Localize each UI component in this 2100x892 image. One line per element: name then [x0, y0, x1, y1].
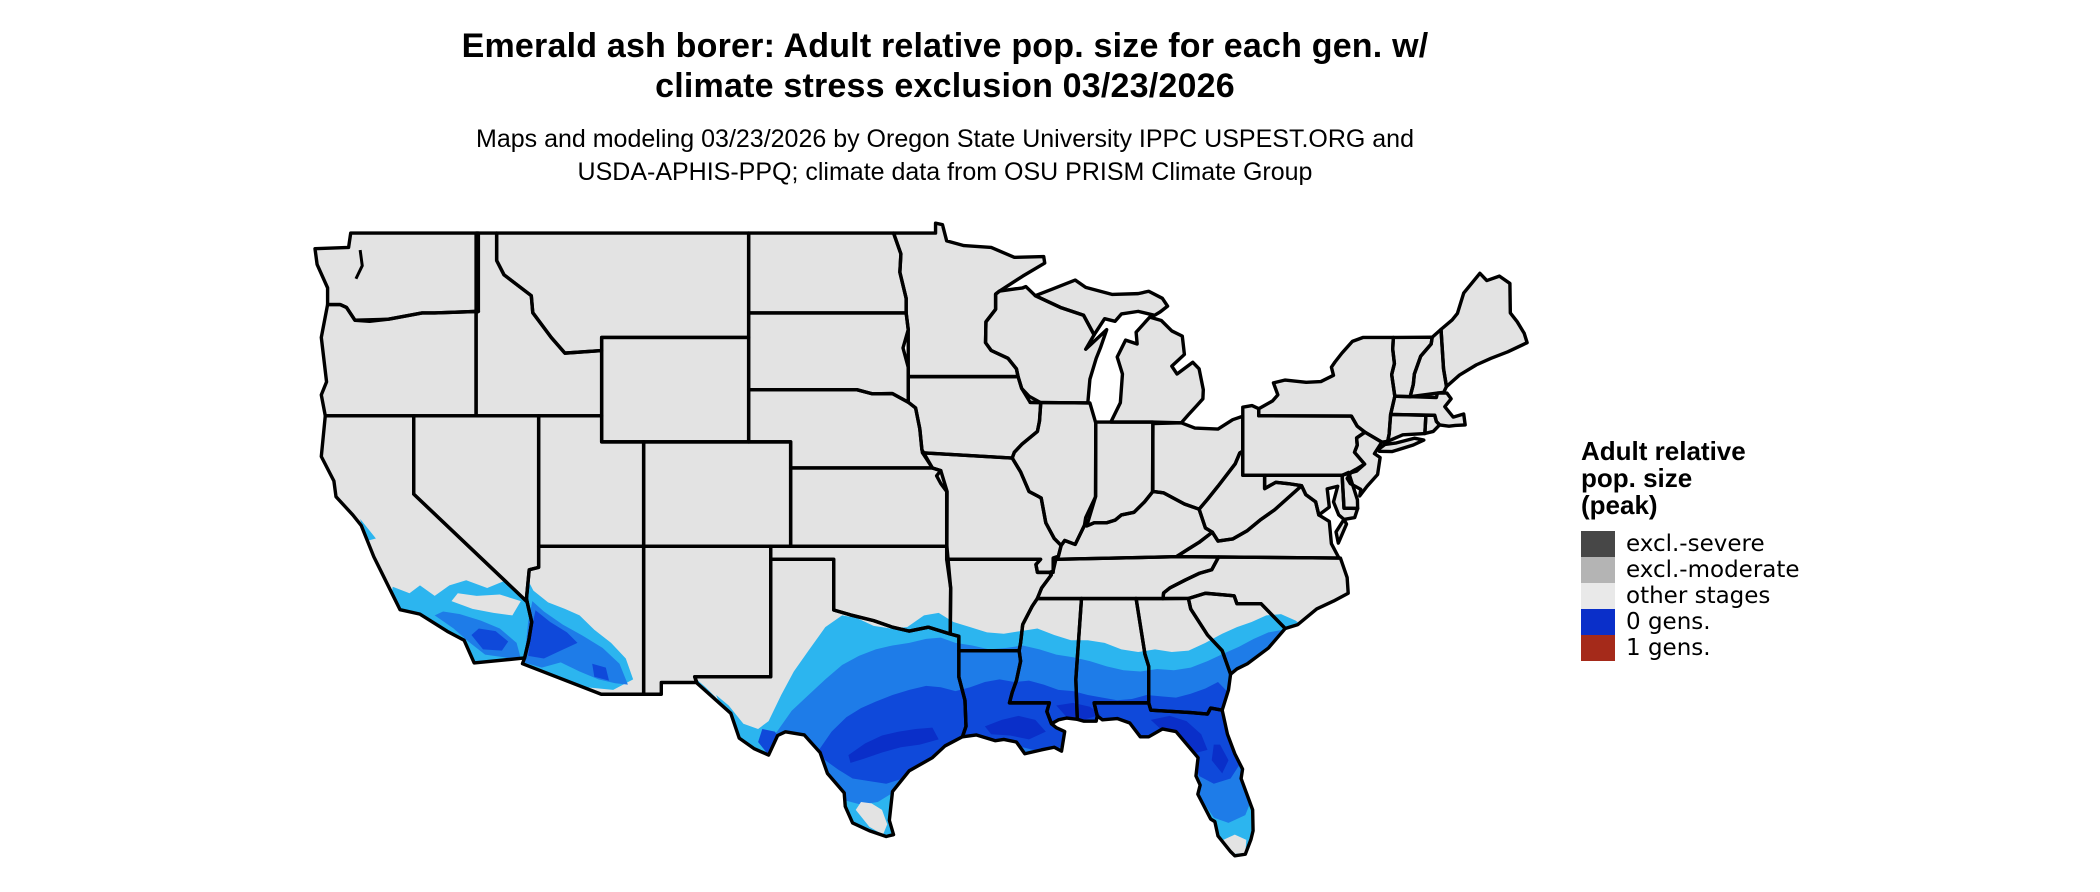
puget-sound-outline: [356, 250, 362, 279]
legend-item-label: excl.-moderate: [1626, 557, 1800, 583]
legend-item-label: excl.-severe: [1626, 531, 1765, 557]
header: Emerald ash borer: Adult relative pop. s…: [0, 26, 1890, 189]
legend-item-label: other stages: [1626, 583, 1771, 609]
legend-swatch-excl-moderate: [1581, 557, 1615, 583]
legend-title-line2: pop. size: [1581, 463, 1693, 493]
population-heat-layers: [360, 518, 1313, 856]
legend-swatch-1-gens: [1581, 635, 1615, 661]
page-title-line2: climate stress exclusion 03/23/2026: [655, 67, 1235, 105]
legend-item-label: 0 gens.: [1626, 609, 1711, 635]
page-subtitle-line1: Maps and modeling 03/23/2026 by Oregon S…: [476, 125, 1414, 153]
legend-rows: excl.-severe excl.-moderate other stages…: [1581, 531, 1881, 661]
legend-item-0-gens: 0 gens.: [1581, 609, 1881, 635]
legend-item-excl-moderate: excl.-moderate: [1581, 557, 1881, 583]
legend-swatch-other-stages: [1581, 583, 1615, 609]
page-title-line1: Emerald ash borer: Adult relative pop. s…: [461, 27, 1429, 65]
legend-swatch-0-gens: [1581, 609, 1615, 635]
legend-title-line3: (peak): [1581, 490, 1658, 520]
legend-swatch-excl-severe: [1581, 531, 1615, 557]
map-projection-group: [315, 223, 1527, 885]
legend-title-line1: Adult relative: [1581, 436, 1746, 466]
legend-item-other-stages: other stages: [1581, 583, 1881, 609]
heat-deep-west: [471, 610, 609, 681]
legend: Adult relative pop. size (peak) excl.-se…: [1581, 438, 1881, 661]
legend-item-label: 1 gens.: [1626, 635, 1711, 661]
page-subtitle-line2: USDA-APHIS-PPQ; climate data from OSU PR…: [577, 158, 1313, 186]
legend-item-1-gens: 1 gens.: [1581, 635, 1881, 661]
heat-peak-cores: [848, 702, 1229, 774]
page-subtitle: Maps and modeling 03/23/2026 by Oregon S…: [0, 123, 1890, 189]
legend-item-excl-severe: excl.-severe: [1581, 531, 1881, 557]
